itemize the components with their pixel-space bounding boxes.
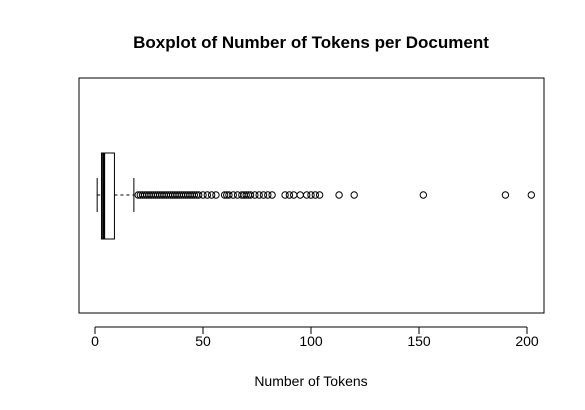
outlier-point [259,191,268,199]
outlier-point [242,191,250,199]
outlier-point [296,191,304,199]
outlier-point [229,191,237,199]
outlier-point [307,191,315,199]
outlier-point [199,191,207,199]
x-tick-label: 50 [195,333,211,349]
x-tick-label: 200 [515,333,539,349]
outlier-point [251,191,259,199]
interquartile-box [100,152,115,240]
outlier-point [203,191,212,199]
outlier-point [268,191,276,199]
outlier-point [350,191,358,199]
outlier-point [225,191,233,199]
x-tick-label: 150 [407,333,431,349]
outlier-point [264,191,272,199]
outlier-point [212,191,220,199]
outlier-point [281,191,289,199]
outlier-point [285,191,294,199]
x-axis-label: Number of Tokens [254,373,367,389]
outlier-point [302,191,311,199]
chart-title: Boxplot of Number of Tokens per Document [133,33,489,52]
outlier-point [311,191,320,199]
outlier-point [335,191,343,199]
outlier-point [501,191,510,199]
outlier-point [220,191,229,199]
outlier-points [134,191,536,199]
outlier-point [207,191,216,199]
outlier-point [315,191,324,199]
x-tick-label: 100 [299,333,323,349]
outlier-point [527,191,536,199]
outlier-point [255,191,263,199]
x-axis: 0 50 100 150 200 [91,326,539,349]
x-tick-label: 0 [91,333,99,349]
outlier-point [194,191,203,199]
outlier-point [246,191,255,199]
outlier-point [419,191,428,199]
plot-frame [78,77,545,314]
box-plot [96,152,135,240]
outlier-point [190,191,199,199]
outlier-point [290,191,298,199]
